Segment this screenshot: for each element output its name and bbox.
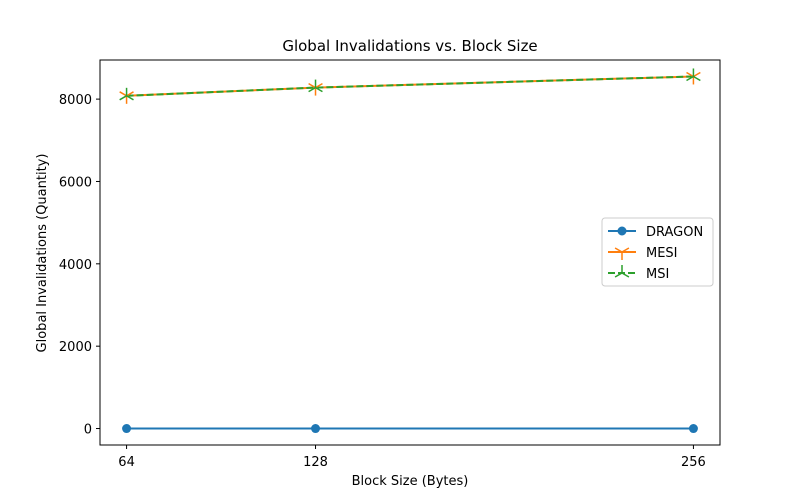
chart-title: Global Invalidations vs. Block Size bbox=[282, 37, 537, 55]
x-axis-label: Block Size (Bytes) bbox=[352, 474, 469, 489]
legend-entry-dragon: DRAGON bbox=[608, 225, 703, 240]
y-tick-label: 8000 bbox=[59, 93, 92, 108]
legend-entry-mesi: MESI bbox=[608, 246, 678, 261]
x-tick-label: 64 bbox=[118, 455, 135, 470]
legend-entry-msi: MSI bbox=[608, 265, 669, 282]
data-point-dragon-128 bbox=[311, 424, 321, 434]
axes-layer: 64 128 256 0 2000 4000 6000 8000 bbox=[59, 59, 721, 470]
series-layer bbox=[119, 68, 701, 434]
x-tick-label: 128 bbox=[303, 455, 328, 470]
y-tick-label: 4000 bbox=[59, 258, 92, 273]
data-point-msi-64 bbox=[119, 87, 134, 101]
legend: DRAGON MESI MSI bbox=[601, 217, 714, 287]
y-axis-label: Global Invalidations (Quantity) bbox=[35, 154, 50, 353]
y-tick-label: 0 bbox=[84, 423, 92, 438]
legend-frame bbox=[601, 217, 714, 287]
data-point-mesi-128 bbox=[308, 82, 323, 96]
legend-label: MSI bbox=[646, 267, 669, 282]
legend-marker-mesi bbox=[614, 247, 630, 260]
data-point-dragon-64 bbox=[122, 424, 132, 434]
data-point-msi-256 bbox=[686, 68, 701, 82]
legend-marker-msi bbox=[614, 265, 630, 278]
y-tick-label: 6000 bbox=[59, 175, 92, 190]
legend-marker-dragon bbox=[617, 226, 627, 236]
x-tick-label: 256 bbox=[681, 455, 706, 470]
legend-label: MESI bbox=[646, 246, 678, 261]
plot-frame bbox=[99, 59, 721, 446]
legend-label: DRAGON bbox=[646, 225, 703, 240]
data-point-msi-128 bbox=[308, 79, 323, 93]
data-point-mesi-64 bbox=[119, 91, 134, 104]
data-point-mesi-256 bbox=[686, 71, 701, 85]
data-point-dragon-256 bbox=[688, 424, 698, 434]
series-line-msi bbox=[126, 75, 694, 97]
y-tick-label: 2000 bbox=[59, 340, 92, 355]
